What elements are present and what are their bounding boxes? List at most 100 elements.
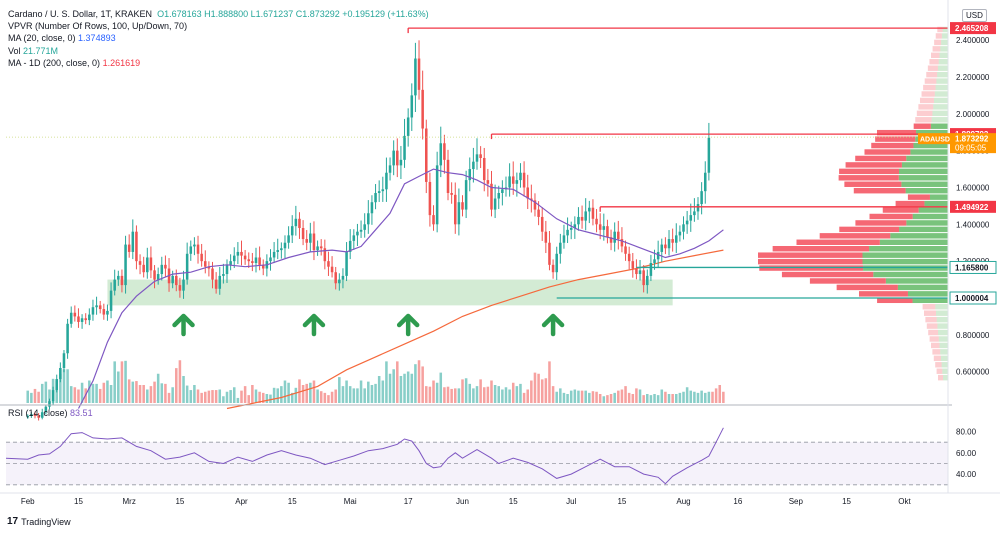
volume-bar <box>120 361 124 403</box>
candle-body <box>323 248 327 262</box>
volume-bar <box>649 395 653 403</box>
volume-profile-down-row <box>781 271 874 278</box>
candle-body <box>359 229 363 232</box>
candle-body <box>283 242 287 249</box>
volume-profile-down-row <box>918 104 934 110</box>
candle-body <box>519 172 522 181</box>
candle-body <box>175 275 178 286</box>
volume-profile-down-row <box>845 162 902 168</box>
volume-bar <box>33 388 37 403</box>
volume-bar <box>193 385 196 403</box>
candle-body <box>374 193 377 203</box>
volume-bar <box>598 394 602 403</box>
volume-bars <box>26 360 725 403</box>
time-tick-label: 15 <box>617 497 626 506</box>
time-tick-label: Mai <box>344 497 357 506</box>
ma20-layer <box>77 168 724 409</box>
price-labels: 2.4652081.8897931.4949221.1658001.000004… <box>918 22 997 305</box>
volume-bar <box>290 392 294 403</box>
volume-bar <box>385 361 388 403</box>
volume-bar <box>548 361 551 403</box>
candle-body <box>106 310 109 315</box>
volume-bar <box>533 372 537 403</box>
candle-body <box>682 224 685 232</box>
volume-bar <box>406 371 410 403</box>
volume-bar <box>26 390 30 403</box>
candle-body <box>602 226 606 230</box>
candle-body <box>540 216 544 232</box>
volume-profile-down-row <box>839 226 900 233</box>
currency-button[interactable]: USD <box>962 9 987 22</box>
time-tick-label: 15 <box>175 497 184 506</box>
rsi-legend[interactable]: RSI (14, close) 83.51 <box>8 408 93 418</box>
volume-bar <box>580 390 584 403</box>
time-tick-label: Jul <box>566 497 576 506</box>
support-zone-rect <box>107 279 673 306</box>
volume-profile-down-row <box>922 304 936 310</box>
volume-bar <box>127 379 131 403</box>
candle-body <box>399 159 403 166</box>
candle-body <box>352 235 356 241</box>
candle-body <box>135 231 138 262</box>
volume-bar <box>591 391 595 403</box>
volume-bar <box>80 382 84 403</box>
candle-body <box>620 239 624 247</box>
volume-profile-up-row <box>898 175 948 181</box>
volume-bar <box>439 372 443 403</box>
volume-bar <box>44 381 48 403</box>
volume-bar <box>540 379 544 403</box>
volume-bar <box>392 369 395 403</box>
volume-bar <box>595 391 598 403</box>
volume-bar <box>294 387 298 403</box>
volume-profile-down-row <box>839 168 899 175</box>
volume-bar <box>421 366 424 403</box>
volume-profile-up-row <box>938 329 948 336</box>
candle-body <box>124 244 127 286</box>
volume-bar <box>562 392 566 403</box>
volume-bar <box>537 373 540 403</box>
rsi-tick-label: 80.00 <box>956 428 977 437</box>
volume-bar <box>117 371 120 403</box>
tradingview-brand[interactable]: 17 TradingView <box>7 516 71 527</box>
candle-body <box>631 261 635 269</box>
candle-body <box>613 231 616 243</box>
volume-profile <box>758 26 948 381</box>
horizontal-levels <box>6 27 948 299</box>
volume-bar <box>207 390 211 403</box>
volume-bar <box>330 391 334 403</box>
candle-body <box>598 224 602 230</box>
volume-bar <box>149 386 153 403</box>
tradingview-logo-icon: 17 <box>7 516 19 527</box>
volume-bar <box>475 386 479 403</box>
volume-bar <box>566 394 569 403</box>
legend-row-vpvr[interactable]: VPVR (Number Of Rows, 100, Up/Down, 70) <box>8 20 429 32</box>
candle-body <box>453 194 457 225</box>
legend-row-ma200[interactable]: MA - 1D (200, close, 0) 1.261619 <box>8 57 429 69</box>
volume-bar <box>91 383 95 403</box>
candle-body <box>649 263 653 276</box>
volume-bar <box>178 360 182 403</box>
legend-row-vol[interactable]: Vol 21.771M <box>8 45 429 57</box>
volume-bar <box>703 392 707 403</box>
candle-body <box>660 244 664 252</box>
candle-body <box>388 165 392 173</box>
candle-body <box>164 264 167 269</box>
volume-profile-up-row <box>862 258 948 265</box>
volume-profile-down-row <box>882 207 919 213</box>
symbol-title[interactable]: Cardano / U. S. Dollar, 1T, KRAKEN <box>8 9 153 19</box>
price-tick-label: 1.400000 <box>956 220 990 229</box>
volume-bar <box>388 373 392 403</box>
candle-body <box>193 244 196 247</box>
volume-bar <box>280 386 283 403</box>
countdown-label: 09:05:05 <box>955 144 987 153</box>
candle-body <box>251 261 254 263</box>
volume-profile-up-row <box>901 181 948 187</box>
candle-body <box>207 266 211 269</box>
level-price-label-border <box>949 260 997 274</box>
time-tick-label: 15 <box>288 497 297 506</box>
legend-row-ma20[interactable]: MA (20, close, 0) 1.374893 <box>8 32 429 44</box>
volume-profile-up-row <box>897 284 948 291</box>
volume-bar <box>396 361 399 403</box>
volume-bar <box>338 377 341 403</box>
volume-profile-down-row <box>864 149 911 155</box>
